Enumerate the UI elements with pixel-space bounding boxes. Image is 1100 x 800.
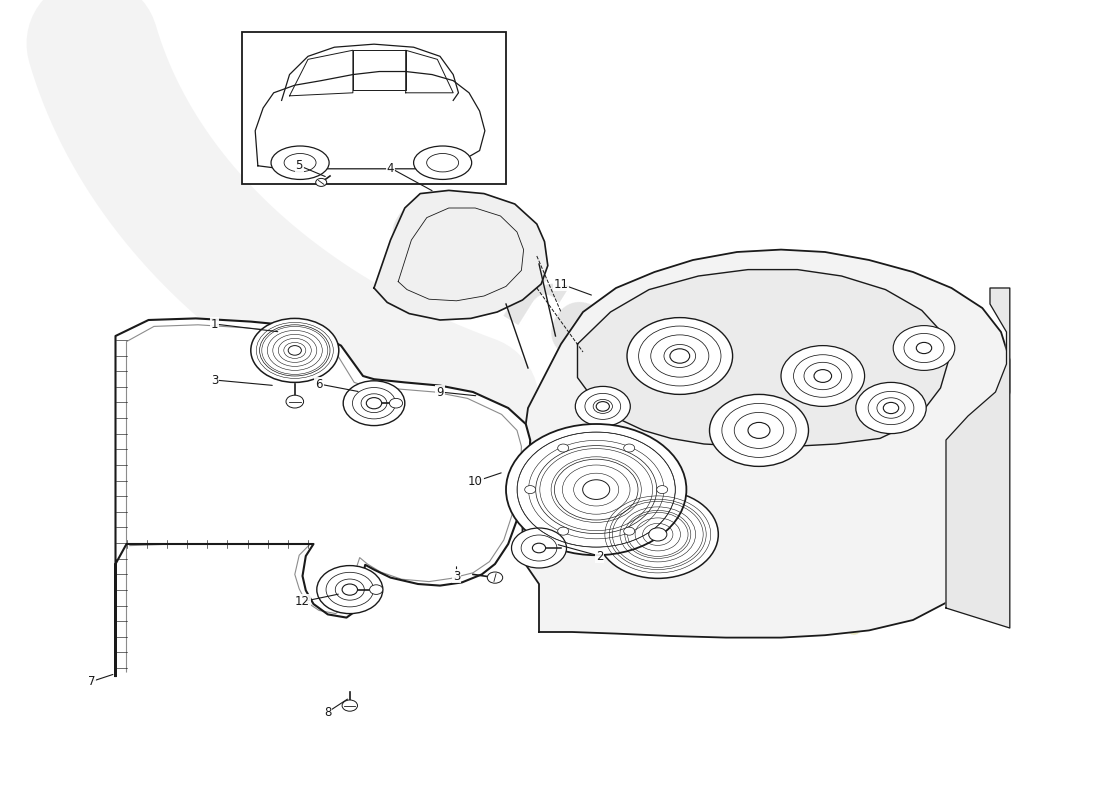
- Polygon shape: [374, 190, 548, 320]
- Circle shape: [366, 398, 382, 409]
- Polygon shape: [255, 71, 485, 169]
- Circle shape: [532, 543, 546, 553]
- Circle shape: [649, 528, 667, 541]
- Circle shape: [856, 382, 926, 434]
- Circle shape: [781, 346, 865, 406]
- Circle shape: [343, 381, 405, 426]
- Text: 2: 2: [596, 550, 603, 562]
- Text: 10: 10: [468, 475, 483, 488]
- Circle shape: [558, 444, 569, 452]
- Text: 5: 5: [296, 159, 303, 172]
- Text: 7: 7: [88, 675, 95, 688]
- Circle shape: [558, 527, 569, 535]
- Circle shape: [583, 480, 609, 499]
- Circle shape: [288, 346, 301, 355]
- Circle shape: [316, 178, 327, 186]
- Circle shape: [624, 527, 635, 535]
- Circle shape: [893, 326, 955, 370]
- Circle shape: [670, 349, 690, 363]
- Bar: [242, 32, 506, 184]
- Circle shape: [370, 585, 383, 594]
- Circle shape: [916, 342, 932, 354]
- Polygon shape: [578, 270, 948, 446]
- Ellipse shape: [284, 154, 316, 172]
- Circle shape: [342, 584, 358, 595]
- Polygon shape: [116, 318, 530, 676]
- Text: 6: 6: [316, 378, 322, 390]
- Polygon shape: [522, 250, 1010, 638]
- Text: 1: 1: [211, 318, 218, 330]
- Text: eurospares: eurospares: [366, 175, 954, 593]
- Circle shape: [710, 394, 808, 466]
- Circle shape: [317, 566, 383, 614]
- Circle shape: [286, 395, 304, 408]
- Circle shape: [506, 424, 686, 555]
- Text: a passion for parts since 1985: a passion for parts since 1985: [517, 411, 869, 645]
- Circle shape: [342, 700, 358, 711]
- Ellipse shape: [427, 154, 459, 172]
- Polygon shape: [946, 288, 1010, 628]
- Ellipse shape: [414, 146, 472, 179]
- Circle shape: [627, 318, 733, 394]
- Ellipse shape: [271, 146, 329, 179]
- Circle shape: [575, 386, 630, 426]
- Text: 3: 3: [211, 374, 218, 386]
- Polygon shape: [282, 44, 459, 100]
- Circle shape: [748, 422, 770, 438]
- Text: 9: 9: [437, 386, 443, 398]
- Circle shape: [657, 486, 668, 494]
- Circle shape: [487, 572, 503, 583]
- Circle shape: [883, 402, 899, 414]
- Circle shape: [389, 398, 403, 408]
- Circle shape: [251, 318, 339, 382]
- Text: 3: 3: [453, 570, 460, 582]
- Circle shape: [512, 528, 566, 568]
- Text: 11: 11: [553, 278, 569, 290]
- Text: 8: 8: [324, 706, 331, 718]
- Circle shape: [814, 370, 832, 382]
- Text: 4: 4: [387, 162, 394, 174]
- Text: 12: 12: [295, 595, 310, 608]
- Circle shape: [525, 486, 536, 494]
- Circle shape: [624, 444, 635, 452]
- Circle shape: [596, 402, 609, 411]
- Circle shape: [597, 490, 718, 578]
